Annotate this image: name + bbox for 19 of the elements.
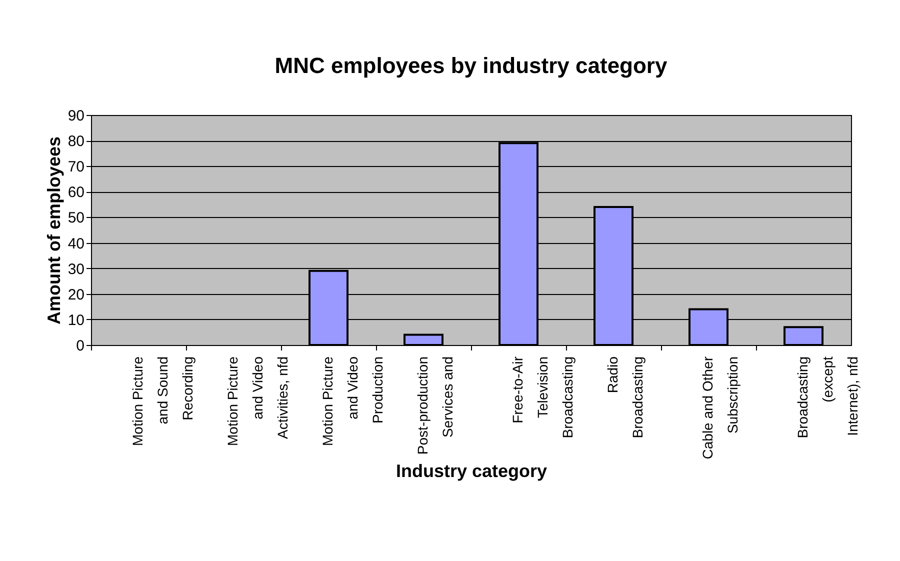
y-tick-label: 50 xyxy=(68,210,84,227)
y-tick-label: 30 xyxy=(68,260,84,278)
y-tick-label: 60 xyxy=(68,184,84,202)
x-tick-label: Free-to-Air Television Broadcasting xyxy=(510,356,576,438)
y-tick-label: 80 xyxy=(68,133,84,150)
chart-title: MNC employees by industry category xyxy=(274,53,668,78)
y-tick-label: 90 xyxy=(68,108,84,124)
x-tick-label: Motion Picture and Video Production xyxy=(320,356,386,446)
x-tick-label: Radio Broadcasting xyxy=(604,356,646,438)
y-tick-label: 70 xyxy=(68,158,84,176)
x-axis-title: Industry category xyxy=(396,461,548,482)
x-tick-label: Cable and Other Subscription xyxy=(700,356,740,460)
y-tick-label: 10 xyxy=(68,312,84,329)
y-tick-label: 0 xyxy=(76,338,84,354)
y-tick-label: 20 xyxy=(68,286,84,304)
y-tick-label: 40 xyxy=(68,235,84,252)
x-tick-label: Broadcasting (except Internet), nfd xyxy=(794,356,860,438)
x-tick-label: Motion Picture and Sound Recording xyxy=(130,356,196,446)
y-axis-title: Amount of employees xyxy=(44,136,64,325)
